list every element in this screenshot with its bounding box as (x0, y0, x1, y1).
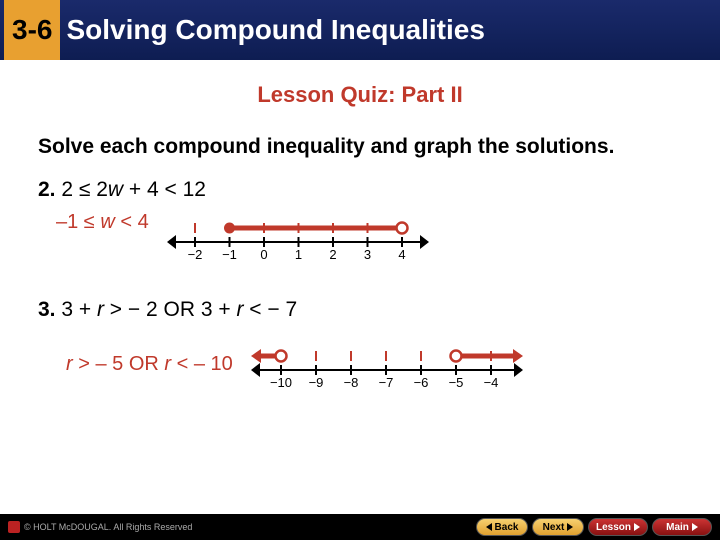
next-label: Next (543, 522, 565, 533)
answer-2: –1 ≤ w < 4 (56, 211, 149, 234)
q2-var-1: w (108, 178, 123, 201)
q2-number: 2. (38, 178, 56, 201)
number-line-1: −2 −1 0 1 2 3 4 (167, 210, 429, 262)
svg-text:−8: −8 (343, 375, 358, 390)
svg-text:−6: −6 (413, 375, 428, 390)
svg-text:−7: −7 (378, 375, 393, 390)
back-button[interactable]: Back (476, 518, 528, 536)
q3-c: < − 7 (243, 298, 297, 321)
svg-text:0: 0 (260, 247, 267, 262)
lesson-button[interactable]: Lesson (588, 518, 648, 536)
arrow-left-icon (486, 523, 492, 531)
a3-a: > – 5 OR (73, 353, 165, 375)
q3-a: 3 + (56, 298, 97, 321)
svg-text:1: 1 (295, 247, 302, 262)
arrow-right-icon (692, 523, 698, 531)
question-3: 3. 3 + r > − 2 OR 3 + r < − 7 (38, 298, 682, 322)
back-label: Back (495, 522, 519, 533)
a3-b: < – 10 (171, 353, 233, 375)
svg-text:2: 2 (329, 247, 336, 262)
lesson-badge: 3-6 (4, 0, 60, 60)
q2-expr-2: + 4 < 12 (123, 178, 206, 201)
answer-3: r > – 5 OR r < – 10 (66, 353, 233, 376)
answer-3-row: r > – 5 OR r < – 10 −10 −9 −8 −7 −6 −5 −4 (38, 338, 682, 390)
arrow-right-icon (567, 523, 573, 531)
svg-text:−5: −5 (448, 375, 463, 390)
copyright: © HOLT McDOUGAL. All Rights Reserved (8, 521, 192, 533)
answer-2-row: –1 ≤ w < 4 −2 −1 0 1 2 3 4 (38, 210, 682, 262)
lesson-title: Solving Compound Inequalities (66, 14, 484, 46)
q3-b: > − 2 OR 3 + (104, 298, 237, 321)
copyright-text: © HOLT McDOUGAL. All Rights Reserved (24, 522, 192, 532)
question-2-row: 2. 2 ≤ 2w + 4 < 12 (38, 178, 682, 202)
arrow-right-icon (634, 523, 640, 531)
svg-text:3: 3 (364, 247, 371, 262)
q2-expr-1: 2 ≤ 2 (56, 178, 108, 201)
publisher-logo-icon (8, 521, 20, 533)
svg-text:−9: −9 (308, 375, 323, 390)
nav-buttons: Back Next Lesson Main (476, 518, 712, 536)
main-label: Main (666, 522, 689, 533)
svg-text:−2: −2 (187, 247, 202, 262)
a2-pre: –1 ≤ (56, 211, 100, 233)
slide-content: Lesson Quiz: Part II Solve each compound… (0, 60, 720, 390)
quiz-title: Lesson Quiz: Part II (38, 82, 682, 108)
svg-text:−10: −10 (270, 375, 292, 390)
next-button[interactable]: Next (532, 518, 584, 536)
svg-text:−4: −4 (483, 375, 498, 390)
number-line-2: −10 −9 −8 −7 −6 −5 −4 (251, 338, 523, 390)
a2-post: < 4 (115, 211, 149, 233)
q3-number: 3. (38, 298, 56, 321)
q3-var1: r (97, 298, 104, 321)
svg-text:4: 4 (398, 247, 405, 262)
instructions: Solve each compound inequality and graph… (38, 134, 682, 160)
header-bar: 3-6 Solving Compound Inequalities (0, 0, 720, 60)
footer-bar: © HOLT McDOUGAL. All Rights Reserved Bac… (0, 514, 720, 540)
svg-text:−1: −1 (222, 247, 237, 262)
a3-var1: r (66, 353, 73, 375)
a2-var: w (100, 211, 114, 233)
main-button[interactable]: Main (652, 518, 712, 536)
question-2: 2. 2 ≤ 2w + 4 < 12 (38, 178, 206, 202)
lesson-label: Lesson (596, 522, 631, 533)
